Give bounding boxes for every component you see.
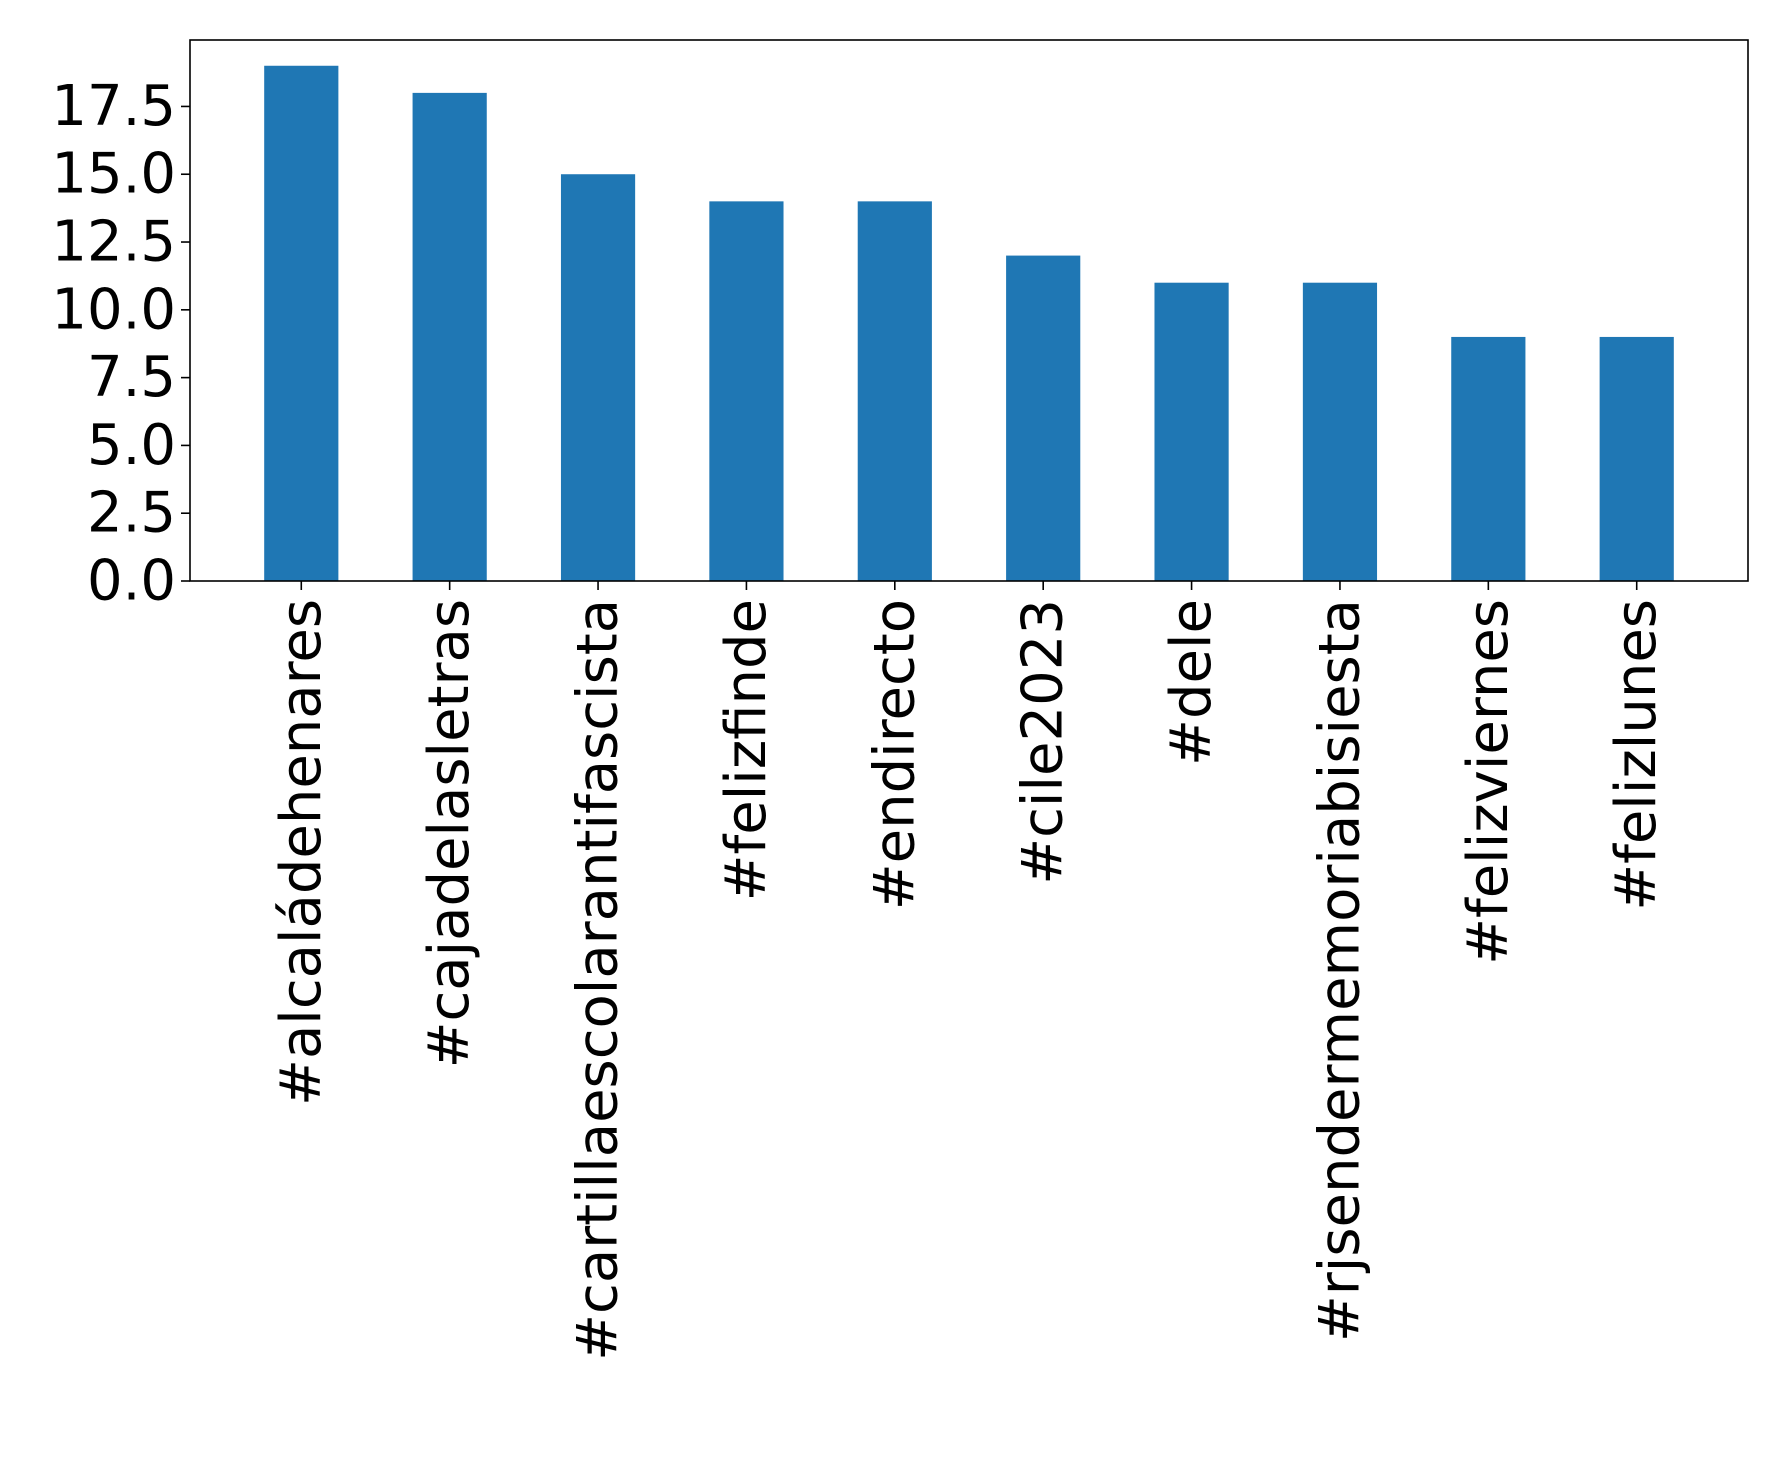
bar — [1599, 336, 1674, 581]
y-tick-label: 12.5 — [51, 210, 176, 275]
x-tick-label: #felizviernes — [1456, 599, 1521, 965]
x-tick-label: #cartillaescolarantifascista — [566, 599, 631, 1361]
x-tick-label: #dele — [1159, 599, 1224, 766]
bar — [264, 65, 339, 581]
bar — [857, 201, 932, 581]
bar — [1006, 255, 1081, 581]
y-tick-label: 15.0 — [51, 142, 176, 207]
x-tick-label: #cile2023 — [1011, 599, 1076, 885]
y-tick-label: 17.5 — [51, 74, 176, 139]
y-tick-label: 0.0 — [87, 549, 176, 614]
x-tick-label: #endirecto — [862, 599, 927, 910]
bar — [560, 174, 636, 581]
x-tick-label: #cajadelasletras — [417, 599, 482, 1068]
x-axis: #alcaládehenares #cajadelasletras #cartill… — [269, 581, 1669, 1361]
x-tick-label: #felizlunes — [1604, 599, 1669, 911]
bars — [264, 65, 1674, 581]
y-tick-label: 10.0 — [51, 277, 176, 342]
bar — [412, 92, 487, 581]
bar — [1451, 336, 1526, 581]
bar — [1154, 282, 1229, 581]
y-tick-label: 7.5 — [87, 345, 176, 410]
x-tick-label: #felizfinde — [714, 599, 779, 901]
plot-frame — [189, 39, 1749, 582]
y-tick-label: 5.0 — [87, 413, 176, 478]
y-tick-label: 2.5 — [87, 481, 176, 546]
x-tick-label: #alcaládehenares — [269, 599, 334, 1106]
bar — [1302, 282, 1378, 581]
y-axis: 0.02.55.07.510.012.515.017.5 — [51, 74, 190, 614]
x-tick-label: #rjsendermemoriabisiesta — [1307, 599, 1372, 1342]
bar — [709, 201, 784, 581]
